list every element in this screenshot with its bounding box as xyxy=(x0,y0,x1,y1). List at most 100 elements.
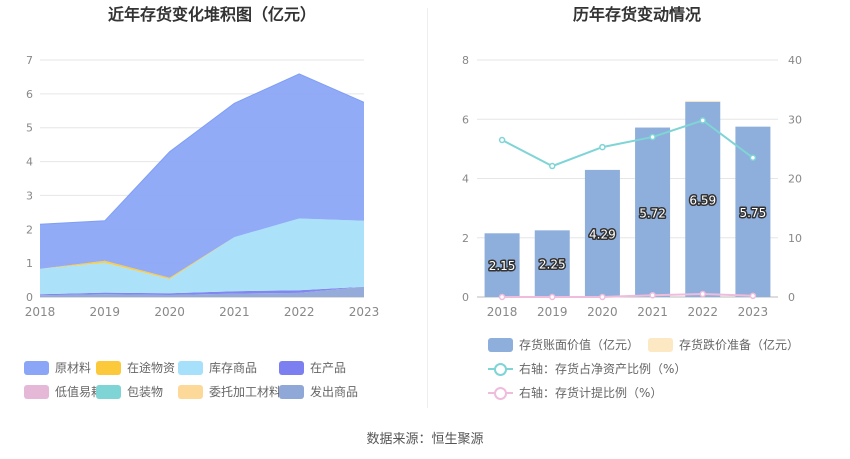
legend-label: 委托加工材料 xyxy=(209,385,282,399)
inventory-bar-line-chart: 历年存货变动情况 0 2 4 6 8 0 10 20 30 40 2.15 2018 2.25 2019 4.… xyxy=(462,5,802,319)
area-series-发出商品 xyxy=(40,286,364,297)
bar-2019 xyxy=(534,230,570,297)
line-point xyxy=(699,117,706,124)
area-series-库存商品 xyxy=(40,218,364,295)
line-point xyxy=(749,154,757,162)
legend-label: 右轴：存货计提比例（%） xyxy=(519,386,663,400)
bar-value-label: 2.15 xyxy=(489,259,516,273)
legend-swatch xyxy=(178,384,203,399)
bar-value-label: 4.29 xyxy=(589,227,616,241)
legend-label: 存货账面价值（亿元） xyxy=(519,338,640,352)
x-tick-label: 2020 xyxy=(154,305,185,319)
x-tick-label: 2022 xyxy=(687,305,718,319)
bar-2018 xyxy=(484,233,520,297)
bar-2022 xyxy=(685,101,721,298)
y2-tick-label: 0 xyxy=(788,291,795,304)
x-tick-label: 2018 xyxy=(487,305,518,319)
legend-item[interactable]: 库存商品 xyxy=(178,359,257,376)
legend-label: 发出商品 xyxy=(310,385,359,399)
legend-swatch xyxy=(178,360,203,375)
y2-tick-label: 30 xyxy=(788,113,802,126)
x-tick-label: 2021 xyxy=(637,305,668,319)
legend-swatch xyxy=(648,337,673,352)
legend-item[interactable]: 存货跌价准备（亿元） xyxy=(648,336,799,353)
y2-tick-label: 20 xyxy=(788,173,802,186)
bar-value-label: 5.72 xyxy=(639,206,666,220)
legend-swatch xyxy=(96,384,121,399)
area-series-在产品 xyxy=(40,286,364,296)
y-tick-label: 6 xyxy=(462,113,469,126)
line-point xyxy=(649,291,656,299)
area-chart-title: 近年存货变化堆积图（亿元） xyxy=(108,5,316,24)
legend-label: 包装物 xyxy=(127,385,164,399)
legend-item[interactable]: 右轴：存货占净资产比例（%） xyxy=(488,360,686,377)
legend-label: 在途物资 xyxy=(127,361,176,375)
legend-label: 在产品 xyxy=(310,361,347,375)
x-tick-label: 2023 xyxy=(349,305,380,319)
legend-swatch xyxy=(24,360,49,375)
bar-2021 xyxy=(635,127,671,297)
data-source: 数据来源：恒生聚源 xyxy=(366,432,484,447)
legend-item[interactable]: 在途物资 xyxy=(96,359,175,376)
provision-bar-2022 xyxy=(685,100,721,102)
legend-label: 存货跌价准备（亿元） xyxy=(679,338,800,352)
legend-label: 右轴：存货占净资产比例（%） xyxy=(519,362,687,376)
y-tick-label: 7 xyxy=(26,54,33,67)
line-point xyxy=(498,293,506,301)
y-tick-label: 6 xyxy=(26,88,33,101)
bar-2020 xyxy=(584,169,620,297)
legend-swatch xyxy=(279,360,304,375)
y-tick-label: 0 xyxy=(26,291,33,304)
x-tick-label: 2021 xyxy=(219,305,250,319)
y-tick-label: 5 xyxy=(26,122,33,135)
legend-item[interactable]: 原材料 xyxy=(24,359,91,376)
legend-item[interactable]: 委托加工材料 xyxy=(178,383,281,400)
legend-item[interactable]: 发出商品 xyxy=(279,383,358,400)
y-tick-label: 1 xyxy=(26,257,33,270)
y2-tick-label: 40 xyxy=(788,54,802,67)
line-point xyxy=(498,136,506,144)
area-total-outline xyxy=(39,73,365,225)
panel-divider xyxy=(427,8,428,408)
x-tick-label: 2020 xyxy=(587,305,618,319)
legend-item[interactable]: 存货账面价值（亿元） xyxy=(488,336,639,353)
line-point xyxy=(599,143,606,151)
y-tick-label: 2 xyxy=(26,223,33,236)
y-tick-label: 3 xyxy=(26,189,33,202)
legend-item[interactable]: 在产品 xyxy=(279,359,346,376)
y2-tick-label: 10 xyxy=(788,232,802,245)
bar-value-label: 2.25 xyxy=(539,258,566,272)
y-tick-label: 4 xyxy=(26,156,33,169)
line-point xyxy=(649,133,656,141)
legend-swatch xyxy=(488,337,513,352)
legend-swatch xyxy=(488,362,513,376)
x-tick-label: 2022 xyxy=(284,305,315,319)
legend-swatch xyxy=(96,360,121,375)
stacked-area-chart: 近年存货变化堆积图（亿元） 0 1 2 3 4 5 6 7 2018 2019 2020 2021 202… xyxy=(25,5,380,319)
line-point xyxy=(599,293,606,301)
bar-chart-title: 历年存货变动情况 xyxy=(573,5,701,24)
legend-item[interactable]: 右轴：存货计提比例（%） xyxy=(488,384,662,401)
bar-value-label: 6.59 xyxy=(689,193,716,207)
y-tick-label: 8 xyxy=(462,54,469,67)
line-point xyxy=(549,162,556,170)
bar-value-label: 5.75 xyxy=(740,206,767,220)
x-tick-label: 2023 xyxy=(738,305,769,319)
line-series-0 xyxy=(501,119,754,168)
legend-item[interactable]: 包装物 xyxy=(96,383,163,400)
x-tick-label: 2019 xyxy=(90,305,121,319)
legend-label: 库存商品 xyxy=(209,361,258,375)
line-point xyxy=(699,290,706,298)
legend-swatch xyxy=(24,384,49,399)
x-tick-label: 2019 xyxy=(537,305,568,319)
line-point xyxy=(749,292,757,300)
line-point xyxy=(549,293,556,301)
legend-label: 原材料 xyxy=(55,361,92,375)
y-tick-label: 2 xyxy=(462,232,469,245)
legend-swatch xyxy=(279,384,304,399)
line-series-1 xyxy=(502,292,753,298)
legend-swatch xyxy=(488,386,513,400)
y-tick-label: 4 xyxy=(462,173,469,186)
x-tick-label: 2018 xyxy=(25,305,56,319)
